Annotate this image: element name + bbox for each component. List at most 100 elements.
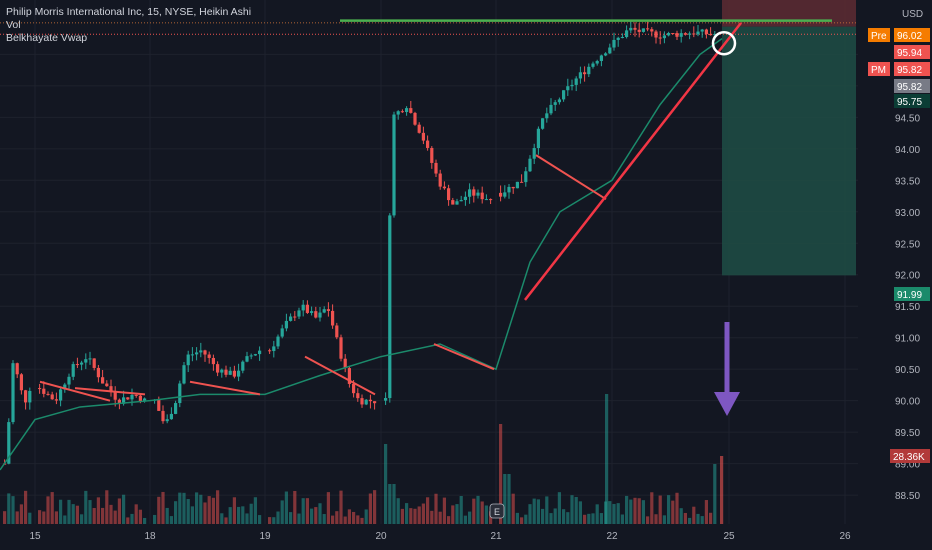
candle-body: [195, 352, 199, 355]
candle-body: [396, 111, 400, 115]
candle-body: [409, 108, 413, 113]
volume-bar: [109, 504, 113, 524]
take-profit-zone: [722, 26, 856, 276]
candle-body: [641, 28, 645, 32]
volume-bar: [343, 516, 347, 524]
volume-indicator-label[interactable]: Vol: [6, 19, 21, 31]
candle-body: [528, 158, 532, 172]
volume-bar: [253, 497, 257, 524]
candle-body: [608, 47, 612, 54]
volume-bar: [84, 490, 88, 524]
candle-body: [211, 357, 215, 365]
candle-body: [524, 171, 528, 183]
price-tick-label: 94.50: [895, 113, 920, 124]
candle-body: [88, 358, 92, 360]
price-tick-label: 89.50: [895, 428, 920, 439]
candle-body: [335, 325, 339, 338]
volume-bar: [143, 517, 147, 524]
volume-bar: [696, 513, 700, 524]
currency-label: USD: [902, 9, 923, 20]
volume-bar: [169, 516, 173, 524]
candle-body: [50, 394, 54, 400]
volume-bar: [174, 501, 178, 524]
volume-bar: [241, 506, 245, 524]
candle-body: [169, 413, 173, 420]
candle-body: [364, 399, 368, 405]
candle-body: [459, 200, 463, 202]
candle-body: [63, 384, 67, 390]
post-market-label: PM: [868, 62, 890, 76]
candle-body: [570, 84, 574, 87]
earnings-marker: [489, 503, 505, 519]
candle-body: [122, 397, 126, 404]
volume-bar: [24, 490, 28, 524]
candle-body: [646, 28, 650, 30]
time-tick-label: 15: [29, 531, 41, 542]
volume-bar: [75, 505, 79, 524]
candle-body: [625, 30, 629, 38]
candle-body: [19, 374, 23, 391]
volume-bar: [11, 496, 15, 524]
volume-bar: [67, 499, 71, 524]
volume-bar: [587, 513, 591, 524]
stop-loss-zone: [722, 0, 856, 27]
candle-body: [426, 140, 430, 148]
volume-bar: [122, 494, 126, 524]
candle-body: [700, 29, 704, 32]
volume-bar: [224, 517, 228, 524]
candle-body: [305, 304, 309, 313]
candle-body: [134, 394, 138, 396]
volume-bar: [220, 513, 224, 524]
volume-bar: [96, 497, 100, 524]
volume-bar: [276, 511, 280, 524]
volume-bar: [258, 515, 262, 524]
volume-bar: [368, 493, 372, 524]
candle-body: [599, 55, 603, 62]
target-price-tag-bg: [894, 287, 930, 301]
volume-bar: [360, 517, 364, 524]
vwap-indicator-label[interactable]: Belkhayate Vwap: [6, 32, 88, 44]
candle-body: [347, 368, 351, 384]
volume-bar: [700, 516, 704, 524]
last-price-tag: 95.82: [894, 79, 930, 93]
vwap-price-tag-bg: [894, 94, 930, 108]
time-tick-label: 18: [144, 531, 156, 542]
candle-body: [541, 118, 545, 129]
price-tick-label: 93.00: [895, 208, 920, 219]
candle-body: [368, 399, 372, 402]
volume-bar: [356, 515, 360, 524]
candle-body: [339, 337, 343, 359]
candle-body: [667, 33, 671, 36]
volume-value-tag-text: 28.36K: [893, 452, 925, 463]
volume-bar: [633, 497, 637, 524]
volume-bar: [532, 498, 536, 524]
candle-body: [178, 383, 182, 404]
pre-market-price-text: 96.02: [897, 31, 922, 42]
volume-bar: [459, 495, 463, 524]
candle-body: [59, 389, 63, 401]
candle-body: [105, 383, 109, 387]
volume-bar: [536, 499, 540, 524]
volume-bar: [405, 503, 409, 524]
candle-body: [675, 33, 679, 37]
candle-body: [595, 61, 599, 64]
candle-body: [220, 369, 224, 373]
resistance-price-tag-text: 95.94: [897, 48, 922, 59]
volume-bar: [679, 508, 683, 524]
candle-body: [704, 29, 708, 35]
volume-bar: [3, 511, 7, 524]
vwap-price-tag: 95.75: [894, 94, 930, 108]
candle-body: [117, 399, 121, 404]
price-tick-label: 94.00: [895, 145, 920, 156]
pre-market-price-bg: [894, 28, 930, 42]
volume-bar: [507, 474, 511, 524]
candle-body: [499, 192, 503, 197]
candle-body: [472, 189, 476, 196]
price-tick-label: 93.50: [895, 176, 920, 187]
volume-bar: [662, 515, 666, 524]
volume-bar: [417, 506, 421, 524]
candle-body: [228, 370, 232, 375]
candle-body: [161, 410, 165, 422]
volume-bar: [178, 492, 182, 524]
